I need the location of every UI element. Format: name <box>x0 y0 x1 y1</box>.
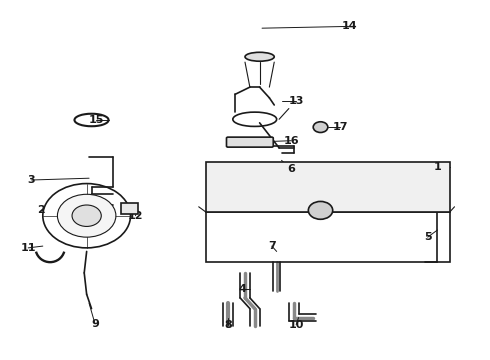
Text: 6: 6 <box>287 164 295 174</box>
FancyBboxPatch shape <box>206 162 450 212</box>
Circle shape <box>308 202 333 219</box>
FancyBboxPatch shape <box>226 137 273 147</box>
Text: 8: 8 <box>224 320 232 330</box>
Text: 7: 7 <box>268 241 276 251</box>
Text: 14: 14 <box>342 21 358 31</box>
Text: 16: 16 <box>284 136 299 146</box>
Text: 17: 17 <box>332 122 348 132</box>
Text: 10: 10 <box>289 320 304 330</box>
Text: 2: 2 <box>37 205 45 215</box>
Bar <box>121 203 138 214</box>
Text: 1: 1 <box>434 162 441 172</box>
Circle shape <box>72 205 101 226</box>
Circle shape <box>313 122 328 132</box>
Text: 9: 9 <box>91 319 99 329</box>
Text: 15: 15 <box>89 115 104 125</box>
Text: 5: 5 <box>424 232 432 242</box>
Ellipse shape <box>245 52 274 61</box>
Text: 4: 4 <box>239 284 246 294</box>
Text: 13: 13 <box>289 96 304 107</box>
Text: 11: 11 <box>21 243 36 253</box>
Text: 12: 12 <box>127 211 143 221</box>
Text: 3: 3 <box>28 175 35 185</box>
Circle shape <box>57 194 116 237</box>
